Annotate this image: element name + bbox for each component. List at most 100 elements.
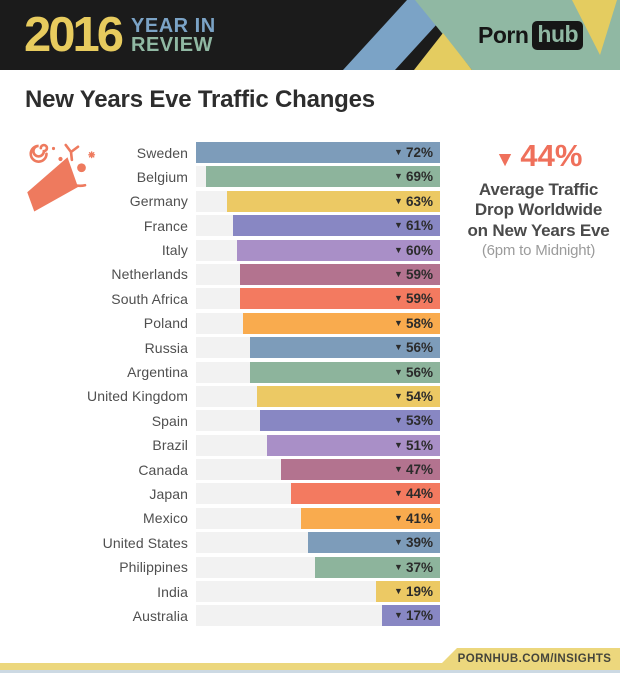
table-row: Sweden ▼ 72% — [0, 142, 440, 163]
bar: ▼ 37% — [314, 556, 440, 578]
down-triangle-icon: ▼ — [394, 244, 403, 255]
year-text: 2016 — [24, 8, 124, 62]
year-in-review-subtitle: YEAR IN REVIEW — [131, 15, 216, 56]
bar-value: 39% — [405, 535, 433, 551]
bar-track: ▼ 69% — [196, 166, 440, 188]
table-row: Brazil ▼ 51% — [0, 434, 440, 456]
bar-value: 63% — [405, 193, 433, 209]
bar-track: ▼ 59% — [196, 263, 440, 285]
country-label: Brazil — [152, 437, 188, 454]
down-triangle-icon: ▼ — [494, 148, 516, 171]
country-label: Sweden — [136, 144, 188, 161]
bar-track: ▼ 47% — [196, 459, 440, 481]
bar: ▼ 53% — [260, 410, 440, 432]
table-row: India ▼ 19% — [0, 581, 440, 603]
subtitle-line-2: REVIEW — [131, 34, 213, 56]
footer-yellow-strip — [0, 663, 620, 670]
table-row: Poland ▼ 58% — [0, 312, 440, 334]
bar: ▼ 72% — [196, 142, 440, 163]
bar: ▼ 58% — [243, 312, 440, 334]
bar: ▼ 59% — [240, 263, 440, 285]
highlight-subcaption: (6pm to Midnight) — [481, 241, 596, 259]
highlight-caption-line2: Drop Worldwide — [474, 200, 603, 220]
table-row: Canada ▼ 47% — [0, 459, 440, 481]
bar-value: 44% — [405, 486, 433, 502]
table-row: South Africa ▼ 59% — [0, 288, 440, 310]
table-row: Japan ▼ 44% — [0, 483, 440, 505]
table-row: Argentina ▼ 56% — [0, 361, 440, 383]
bar-value: 54% — [405, 388, 433, 404]
bar-value: 59% — [405, 291, 433, 307]
bar-value: 72% — [405, 145, 433, 160]
country-label: Spain — [151, 412, 188, 429]
down-triangle-icon: ▼ — [394, 561, 403, 572]
bar-value: 59% — [405, 266, 433, 282]
bar-track: ▼ 61% — [196, 215, 440, 237]
logo-part-hub: hub — [532, 21, 584, 50]
country-label: Russia — [144, 339, 188, 356]
country-label: Japan — [149, 485, 188, 502]
bar: ▼ 60% — [236, 239, 440, 261]
bar-track: ▼ 39% — [196, 532, 440, 554]
bar: ▼ 39% — [307, 532, 440, 554]
table-row: Spain ▼ 53% — [0, 410, 440, 432]
country-label: India — [157, 583, 188, 600]
down-triangle-icon: ▼ — [394, 439, 403, 450]
highlight-caption-line3: on New Years Eve — [467, 220, 610, 240]
bar-track: ▼ 58% — [196, 312, 440, 334]
highlight-caption-line1: Average Traffic — [478, 180, 599, 199]
down-triangle-icon: ▼ — [394, 195, 403, 206]
country-label: France — [143, 217, 188, 234]
bar-value: 17% — [405, 608, 433, 624]
bar-value: 56% — [405, 364, 433, 380]
bar-rows: Sweden ▼ 72% Belgium ▼ 69% Germany ▼ 63% France ▼ 6… — [0, 142, 440, 630]
bar-track: ▼ 56% — [196, 337, 440, 359]
country-label: United States — [102, 534, 188, 551]
country-label: Mexico — [143, 510, 188, 527]
party-popper-icon — [27, 143, 96, 212]
bar: ▼ 51% — [267, 434, 440, 456]
table-row: Italy ▼ 60% — [0, 239, 440, 261]
bar: ▼ 47% — [280, 459, 440, 481]
pornhub-logo: Porn hub — [478, 21, 584, 50]
bar: ▼ 59% — [240, 288, 440, 310]
bar-track: ▼ 63% — [196, 190, 440, 212]
bar-value: 41% — [405, 510, 433, 526]
down-triangle-icon: ▼ — [394, 488, 403, 499]
country-label: South Africa — [111, 290, 188, 307]
table-row: Philippines ▼ 37% — [0, 556, 440, 578]
down-triangle-icon: ▼ — [394, 537, 403, 548]
country-label: Italy — [161, 242, 188, 259]
average-drop-value: ▼ 44% — [451, 139, 620, 176]
bar: ▼ 61% — [233, 215, 440, 237]
bar-track: ▼ 72% — [196, 142, 440, 163]
bar: ▼ 41% — [301, 507, 440, 529]
subtitle-line-1: YEAR IN — [131, 15, 216, 37]
bar-value: 37% — [405, 559, 433, 575]
country-label: Belgium — [136, 168, 188, 185]
down-triangle-icon: ▼ — [394, 610, 403, 621]
down-triangle-icon: ▼ — [394, 342, 403, 353]
bar-track: ▼ 56% — [196, 361, 440, 383]
bar-value: 47% — [405, 462, 433, 478]
country-label: Canada — [138, 461, 188, 478]
down-triangle-icon: ▼ — [394, 512, 403, 523]
table-row: United States ▼ 39% — [0, 532, 440, 554]
country-label: Netherlands — [111, 266, 188, 283]
bar-value: 58% — [405, 315, 433, 331]
footer-bottom-strip — [0, 670, 620, 673]
bar-value: 56% — [405, 340, 433, 356]
highlight-panel: ▼ 44% Average Traffic Drop Worldwide on N… — [451, 139, 620, 261]
bar-track: ▼ 59% — [196, 288, 440, 310]
country-label: Australia — [132, 607, 188, 624]
bar-track: ▼ 53% — [196, 410, 440, 432]
bar-track: ▼ 54% — [196, 385, 440, 407]
down-triangle-icon: ▼ — [394, 586, 403, 597]
bar: ▼ 54% — [257, 385, 440, 407]
country-label: Philippines — [119, 559, 188, 576]
table-row: Germany ▼ 63% — [0, 190, 440, 212]
bar: ▼ 17% — [382, 605, 440, 627]
bar-track: ▼ 17% — [196, 605, 440, 627]
page-title: New Years Eve Traffic Changes — [25, 86, 375, 113]
